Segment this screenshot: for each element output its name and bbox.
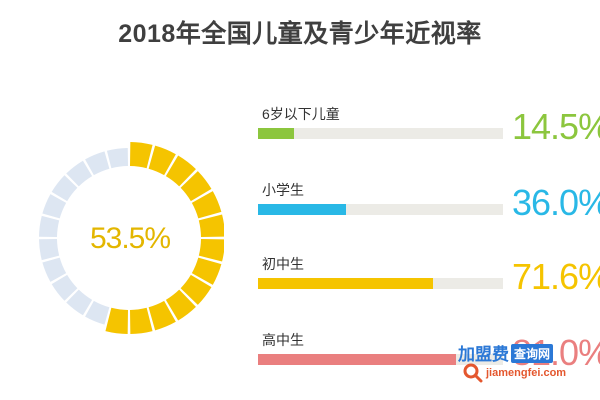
donut-segment-filled: [180, 171, 212, 202]
donut-center: [65, 174, 193, 302]
donut-segment-empty: [85, 151, 110, 176]
watermark-url: jiamengfei.com: [486, 367, 567, 379]
donut-segment-filled: [165, 289, 196, 321]
donut-segment-empty: [85, 300, 110, 325]
donut-segment-filled: [191, 191, 222, 219]
bar-track: [258, 354, 503, 365]
donut-segment-empty: [51, 274, 78, 301]
bar-track: [258, 128, 503, 139]
donut-segment-filled: [165, 155, 196, 187]
donut-segment-empty: [66, 160, 93, 187]
bar-fill: [258, 128, 294, 139]
bar-fill: [258, 278, 434, 289]
magnifier-icon: [463, 363, 483, 383]
donut-segment-empty: [42, 194, 67, 219]
watermark-tag: 查询网: [511, 344, 554, 363]
donut-segment-filled: [130, 142, 153, 169]
donut-segment-filled: [198, 214, 224, 237]
bar-value: 71.6%: [512, 256, 600, 297]
donut-segment-empty: [39, 215, 60, 237]
bar-row: 小学生 36.0%: [258, 180, 600, 242]
donut-segment-filled: [148, 145, 176, 176]
donut-segment-filled: [148, 300, 176, 331]
bar-value: 14.5%: [512, 106, 600, 147]
bar-track: [258, 278, 503, 289]
bar-fill: [258, 354, 457, 365]
donut-segment-empty: [39, 239, 60, 261]
donut-segment-filled: [180, 274, 212, 305]
bar-label: 初中生: [262, 256, 304, 272]
chart-title: 2018年全国儿童及青少年近视率: [118, 20, 482, 48]
bar-label: 小学生: [262, 182, 304, 198]
donut-segment-filled: [198, 239, 224, 262]
bar-row: 6岁以下儿童 14.5%: [258, 104, 600, 166]
donut-segment-empty: [51, 175, 78, 202]
bar-fill: [258, 204, 347, 215]
bar-value: 36.0%: [512, 182, 600, 223]
donut-segment-empty: [106, 148, 128, 169]
donut-segment-filled: [105, 307, 128, 334]
donut-center-value: 53.5%: [89, 222, 171, 255]
donut-segment-empty: [66, 289, 93, 316]
bar-row: 高中生 81.0%: [258, 330, 600, 392]
bar-row: 初中生 71.6%: [258, 254, 600, 316]
watermark-brand: 加盟费: [458, 345, 509, 364]
watermark-title: 加盟费 查询网: [458, 340, 554, 365]
bar-label: 高中生: [262, 332, 304, 348]
bar-track: [258, 204, 503, 215]
donut-segment-filled: [191, 257, 222, 285]
bar-label: 6岁以下儿童: [262, 106, 340, 122]
donut-segment-filled: [130, 307, 153, 334]
donut-segment-empty: [42, 257, 67, 282]
watermark: 加盟费 查询网 jiamengfei.com: [458, 340, 588, 388]
donut-chart: [39, 142, 224, 334]
